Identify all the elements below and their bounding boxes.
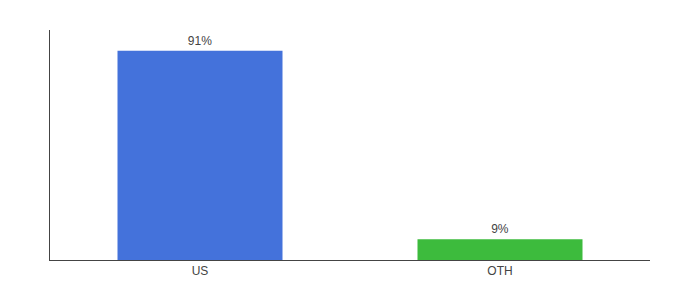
- svg-text:US: US: [192, 264, 209, 278]
- svg-text:9%: 9%: [491, 222, 509, 236]
- svg-text:91%: 91%: [188, 34, 212, 48]
- svg-text:OTH: OTH: [487, 264, 512, 278]
